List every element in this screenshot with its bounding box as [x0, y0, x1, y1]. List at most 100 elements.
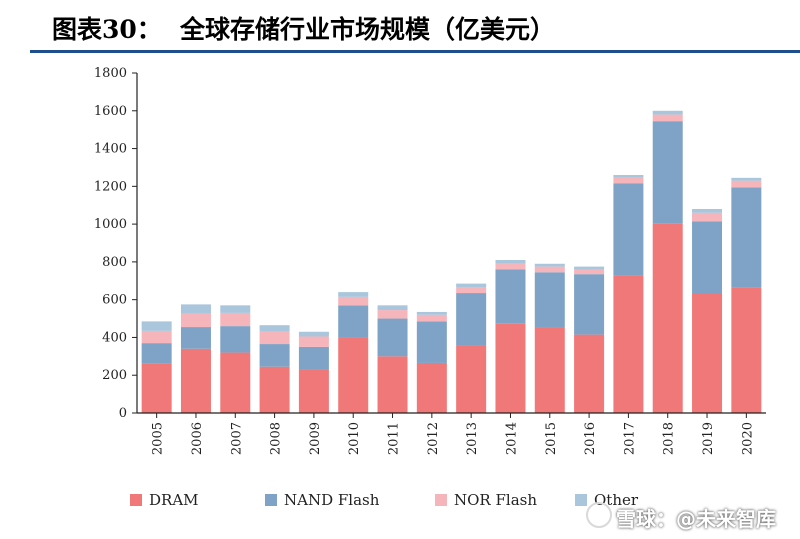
x-tick-label: 2011 — [387, 422, 402, 455]
bar-nor-flash-2008 — [259, 331, 290, 345]
legend-swatch-other — [575, 494, 587, 506]
bar-other-2005 — [141, 321, 172, 331]
bar-nor-flash-2014 — [495, 263, 526, 270]
bar-nand-flash-2020 — [731, 187, 762, 288]
bar-dram-2015 — [534, 327, 565, 413]
bar-dram-2011 — [377, 356, 408, 413]
axes — [132, 72, 766, 418]
bar-dram-2009 — [298, 369, 329, 413]
bar-nor-flash-2005 — [141, 330, 172, 344]
x-tick-label: 2007 — [229, 422, 244, 455]
bar-dram-2008 — [259, 366, 290, 413]
legend-swatch-nand-flash — [265, 494, 277, 506]
watermark: 雪球：@未来智库 — [586, 500, 796, 534]
y-tick-label: 400 — [102, 330, 127, 345]
y-tick-label: 1200 — [94, 179, 127, 194]
bar-nand-flash-2008 — [259, 344, 290, 367]
bar-other-2014 — [495, 260, 526, 264]
bar-other-2015 — [534, 263, 565, 267]
y-tick-label: 800 — [102, 255, 127, 270]
bar-other-2007 — [220, 305, 251, 313]
y-tick-label: 200 — [102, 368, 127, 383]
bar-nand-flash-2015 — [534, 272, 565, 328]
bar-other-2017 — [613, 175, 644, 178]
legend-swatch-nor-flash — [435, 494, 447, 506]
bar-other-2012 — [416, 311, 447, 315]
legend-swatch-dram — [130, 494, 142, 506]
bar-nand-flash-2012 — [416, 321, 447, 363]
bar-dram-2017 — [613, 275, 644, 413]
y-tick-label: 1600 — [94, 104, 127, 119]
bar-dram-2005 — [141, 363, 172, 413]
x-tick-label: 2017 — [622, 422, 637, 455]
legend-label: NAND Flash — [284, 491, 380, 509]
bar-other-2008 — [259, 325, 290, 332]
bar-nand-flash-2010 — [338, 305, 369, 338]
x-tick-label: 2015 — [544, 422, 559, 455]
bar-nor-flash-2006 — [180, 313, 211, 328]
title-bar: 图表30： 全球存储行业市场规模（亿美元） — [0, 0, 800, 53]
x-tick-label: 2006 — [190, 422, 205, 455]
x-tick-label: 2009 — [308, 422, 323, 455]
bar-dram-2010 — [338, 337, 369, 413]
bar-dram-2020 — [731, 287, 762, 413]
y-tick-label: 1800 — [94, 66, 127, 81]
bar-dram-2013 — [456, 345, 487, 413]
bar-nor-flash-2019 — [692, 212, 723, 222]
bar-nand-flash-2014 — [495, 269, 526, 324]
y-tick-label: 1000 — [94, 217, 127, 232]
snowball-logo-icon — [586, 502, 612, 528]
bar-other-2019 — [692, 209, 723, 213]
bar-dram-2019 — [692, 294, 723, 413]
legend-label: NOR Flash — [454, 491, 537, 509]
bar-nand-flash-2017 — [613, 183, 644, 276]
bar-other-2018 — [652, 110, 683, 115]
bar-nand-flash-2007 — [220, 326, 251, 353]
bar-other-2020 — [731, 177, 762, 181]
figure-label: 图表30： — [52, 15, 162, 44]
bar-nand-flash-2018 — [652, 121, 683, 224]
x-tick-labels: 2005 2006 2007 2008 2009 2010 2011 2012 2013 2014… — [151, 422, 756, 455]
bar-dram-2018 — [652, 223, 683, 413]
bar-nor-flash-2015 — [534, 266, 565, 273]
x-tick-label: 2008 — [269, 422, 284, 455]
x-tick-label: 2005 — [151, 422, 166, 455]
x-tick-label: 2012 — [426, 422, 441, 455]
bar-dram-2016 — [574, 334, 605, 413]
bar-dram-2012 — [416, 362, 447, 413]
x-tick-label: 2019 — [701, 422, 716, 455]
bar-other-2010 — [338, 292, 369, 297]
y-tick-label: 0 — [119, 406, 127, 421]
bar-nand-flash-2019 — [692, 221, 723, 294]
y-axis-ticks: 0 200 400 600 800 1000 1200 1400 1600 1800 — [94, 66, 127, 421]
bar-dram-2006 — [180, 348, 211, 413]
bar-nor-flash-2017 — [613, 177, 644, 184]
bar-nand-flash-2011 — [377, 318, 408, 357]
bar-nor-flash-2012 — [416, 314, 447, 322]
chart-title: 全球存储行业市场规模（亿美元） — [180, 15, 556, 44]
bar-nor-flash-2009 — [298, 336, 329, 347]
bars-group — [141, 110, 762, 413]
title-rule — [30, 50, 800, 53]
x-tick-label: 2013 — [465, 422, 480, 455]
bar-other-2013 — [456, 283, 487, 288]
x-tick-label: 2020 — [740, 422, 755, 455]
bar-nor-flash-2013 — [456, 287, 487, 294]
y-tick-label: 1400 — [94, 142, 127, 157]
watermark-text: 雪球：@未来智库 — [616, 507, 776, 531]
bar-nand-flash-2005 — [141, 343, 172, 364]
bar-nor-flash-2016 — [574, 269, 605, 275]
x-tick-label: 2016 — [583, 422, 598, 455]
bar-nand-flash-2016 — [574, 274, 605, 335]
bar-dram-2007 — [220, 352, 251, 413]
x-tick-label: 2010 — [347, 422, 362, 455]
legend-label: DRAM — [149, 491, 199, 509]
y-tick-label: 600 — [102, 293, 127, 308]
bar-nor-flash-2010 — [338, 296, 369, 306]
bar-other-2011 — [377, 305, 408, 311]
legend: DRAM NAND Flash NOR Flash Other — [130, 491, 639, 509]
bar-nor-flash-2020 — [731, 180, 762, 188]
bar-other-2006 — [180, 304, 211, 314]
x-tick-label: 2014 — [504, 422, 519, 455]
